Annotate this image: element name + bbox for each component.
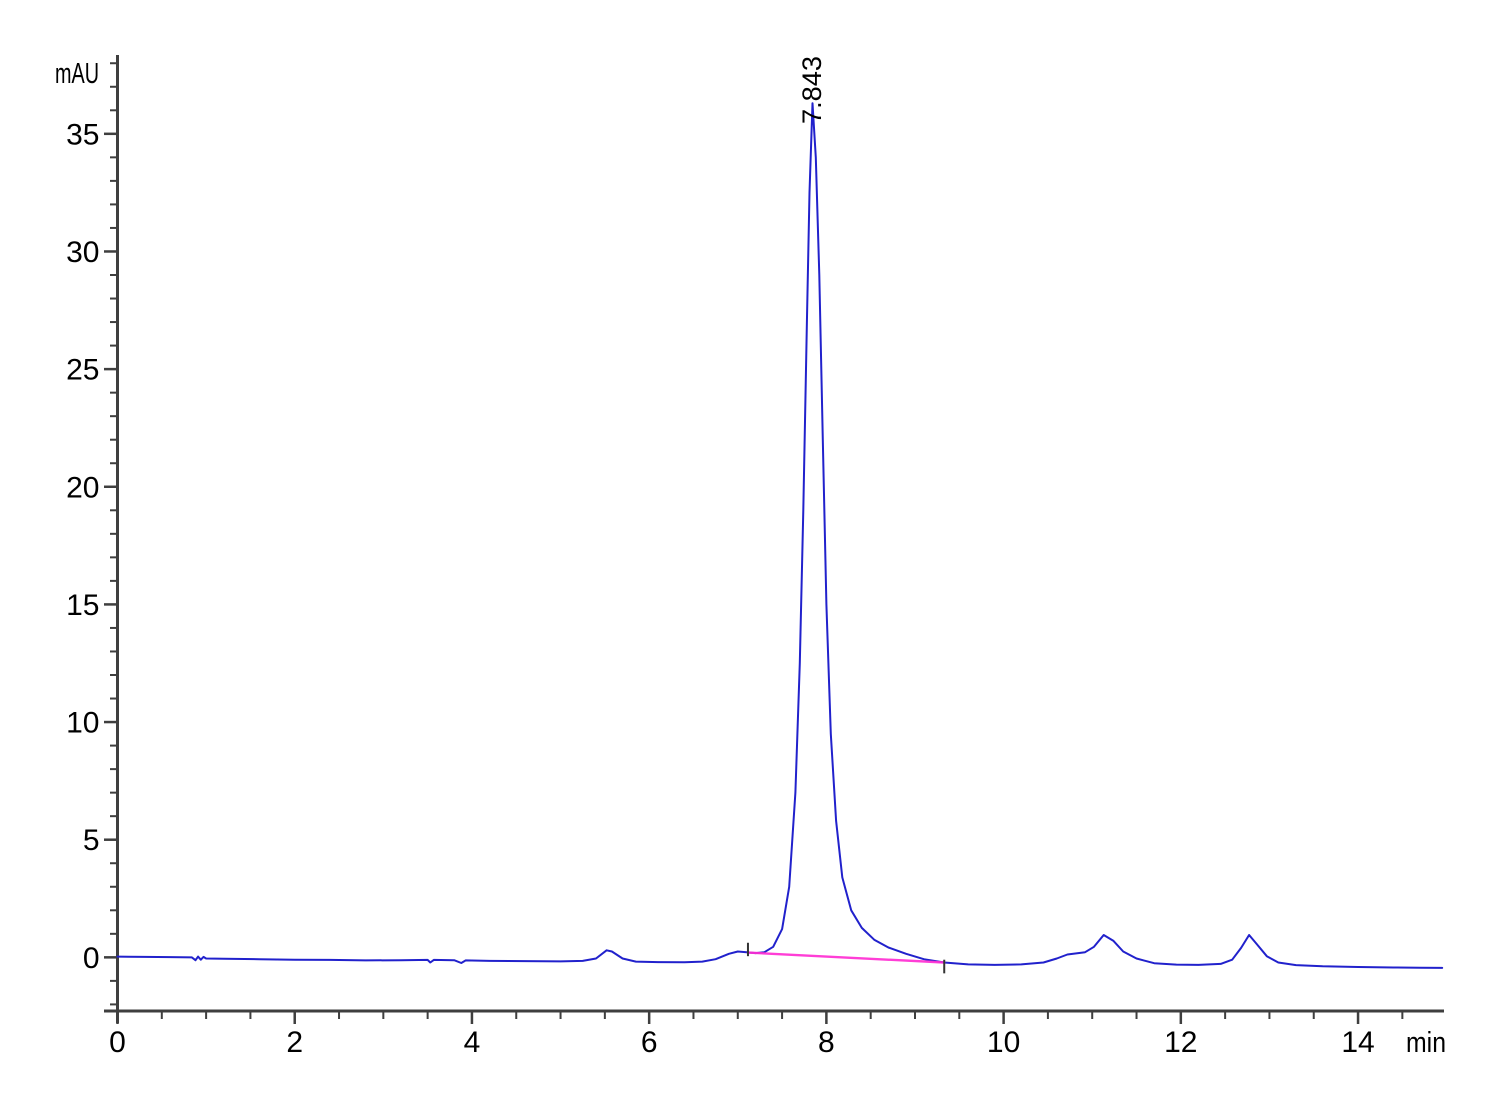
y-tick-label: 30 xyxy=(66,236,99,269)
x-tick-label: 8 xyxy=(818,1026,835,1059)
y-tick-label: 10 xyxy=(66,707,99,740)
chart-generated-layer: 0 5 10 15 20 25 30 35 0 2 4 6 8 10 12 14 xyxy=(66,55,1444,1059)
x-tick-label: 14 xyxy=(1341,1026,1374,1059)
x-tick-label: 0 xyxy=(109,1026,126,1059)
y-tick-label: 25 xyxy=(66,354,99,387)
x-tick-label: 2 xyxy=(286,1026,303,1059)
x-axis-unit-label: min xyxy=(1406,1027,1446,1059)
peak-retention-time-label: 7.843 xyxy=(797,56,827,124)
integration-baseline-line xyxy=(746,951,946,964)
x-tick-label: 4 xyxy=(464,1026,481,1059)
x-tick-label: 6 xyxy=(641,1026,658,1059)
y-tick-label: 35 xyxy=(66,118,99,151)
y-tick-label: 0 xyxy=(83,942,100,975)
x-tick-label: 10 xyxy=(987,1026,1020,1059)
signal-trace xyxy=(116,102,1444,969)
y-axis-unit-label: mAU xyxy=(55,58,99,90)
x-tick-label: 12 xyxy=(1164,1026,1197,1059)
y-tick-label: 5 xyxy=(83,824,100,857)
y-tick-label: 20 xyxy=(66,471,99,504)
y-tick-label: 15 xyxy=(66,589,99,622)
